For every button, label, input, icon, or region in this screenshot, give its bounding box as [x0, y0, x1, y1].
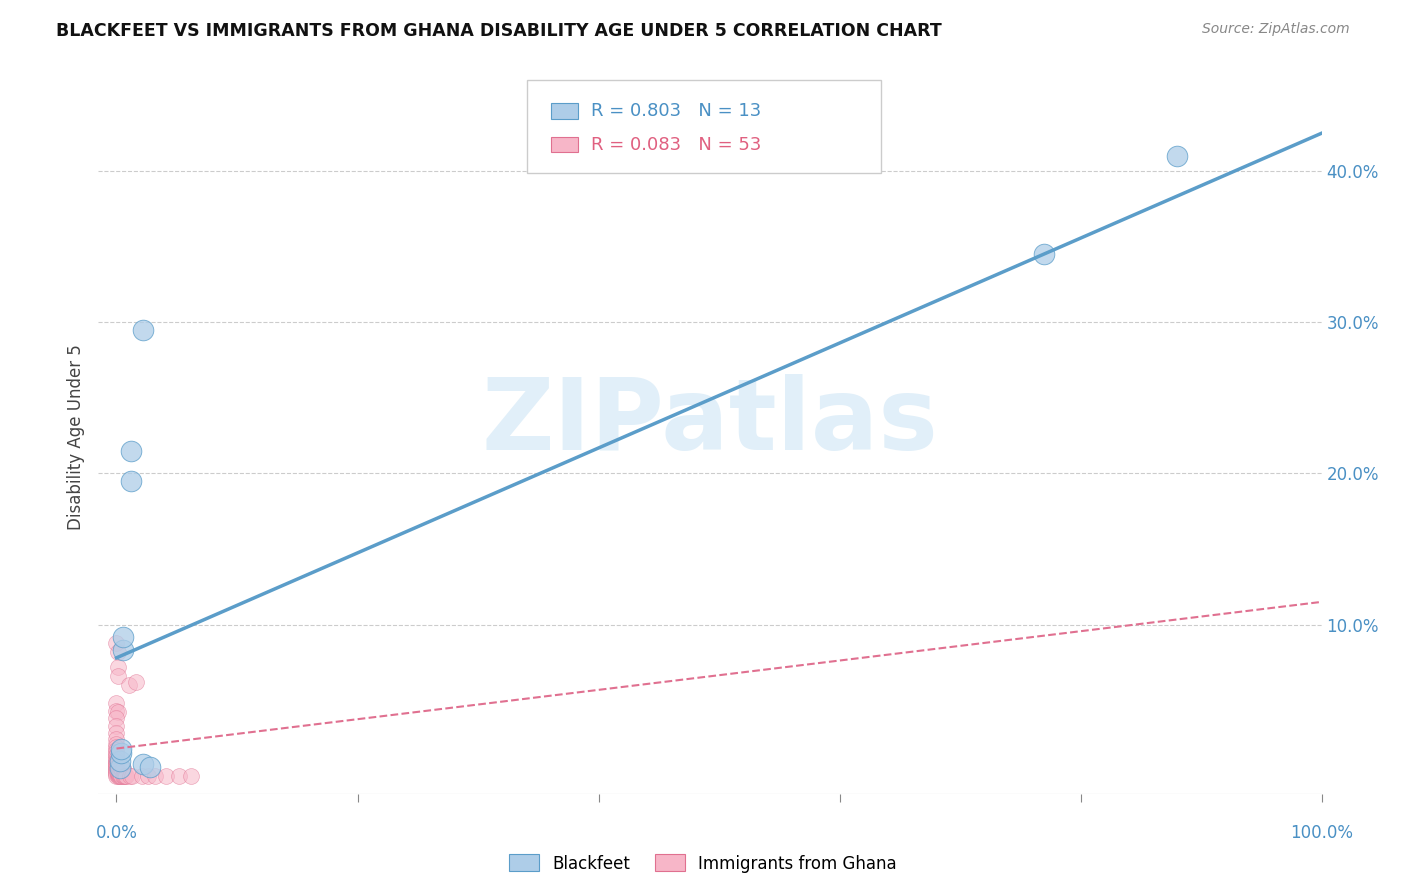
Point [110, 761, 132, 775]
Point [105, 756, 128, 771]
Point [105, 747, 128, 762]
Point [108, 769, 131, 783]
Point [107, 765, 129, 780]
Point [1033, 247, 1056, 261]
Point [143, 769, 166, 783]
Point [105, 769, 128, 783]
Point [107, 767, 129, 781]
Text: R = 0.803   N = 13: R = 0.803 N = 13 [592, 102, 762, 120]
Point [1166, 149, 1188, 163]
Point [111, 643, 134, 657]
Point [108, 754, 131, 768]
Text: Source: ZipAtlas.com: Source: ZipAtlas.com [1202, 22, 1350, 37]
Point [115, 769, 138, 783]
FancyBboxPatch shape [551, 136, 578, 153]
Point [105, 763, 128, 777]
Point [132, 323, 155, 337]
Point [121, 769, 143, 783]
Text: ZIPatlas: ZIPatlas [482, 375, 938, 471]
Point [105, 745, 128, 759]
Point [105, 761, 128, 775]
Point [108, 761, 131, 775]
Point [105, 752, 128, 766]
Legend: Blackfeet, Immigrants from Ghana: Blackfeet, Immigrants from Ghana [502, 847, 904, 880]
Point [105, 737, 128, 751]
Point [139, 759, 162, 773]
Point [105, 726, 128, 740]
Point [107, 645, 129, 659]
Point [105, 755, 128, 769]
Point [108, 767, 131, 781]
Point [136, 769, 159, 783]
Point [107, 669, 129, 683]
Point [111, 769, 134, 783]
Point [117, 678, 139, 692]
Point [120, 474, 142, 488]
Point [105, 704, 128, 718]
Point [180, 769, 202, 783]
Point [105, 754, 128, 768]
Point [108, 769, 131, 783]
Point [111, 761, 134, 775]
Point [105, 636, 128, 650]
Text: 100.0%: 100.0% [1291, 824, 1353, 842]
FancyBboxPatch shape [526, 80, 882, 173]
Point [105, 739, 128, 754]
Point [118, 769, 141, 783]
Point [131, 769, 153, 783]
Point [107, 769, 129, 783]
Point [105, 764, 128, 779]
Point [105, 711, 128, 725]
Point [105, 767, 128, 781]
Point [107, 660, 129, 674]
Point [108, 767, 131, 781]
Text: BLACKFEET VS IMMIGRANTS FROM GHANA DISABILITY AGE UNDER 5 CORRELATION CHART: BLACKFEET VS IMMIGRANTS FROM GHANA DISAB… [56, 22, 942, 40]
Point [111, 630, 134, 644]
Point [110, 746, 132, 760]
FancyBboxPatch shape [551, 103, 578, 119]
Point [105, 696, 128, 710]
Point [105, 758, 128, 772]
Point [107, 705, 129, 719]
Point [105, 759, 128, 773]
Point [167, 769, 190, 783]
Y-axis label: Disability Age Under 5: Disability Age Under 5 [66, 344, 84, 530]
Text: R = 0.083   N = 53: R = 0.083 N = 53 [592, 136, 762, 153]
Point [110, 769, 132, 783]
Point [105, 719, 128, 733]
Point [132, 756, 155, 771]
Point [155, 769, 177, 783]
Point [105, 765, 128, 780]
Point [120, 443, 142, 458]
Point [110, 741, 132, 756]
Point [125, 675, 148, 690]
Point [105, 749, 128, 764]
Point [105, 732, 128, 747]
Point [114, 769, 136, 783]
Text: 0.0%: 0.0% [96, 824, 138, 842]
Point [112, 769, 135, 783]
Point [105, 743, 128, 757]
